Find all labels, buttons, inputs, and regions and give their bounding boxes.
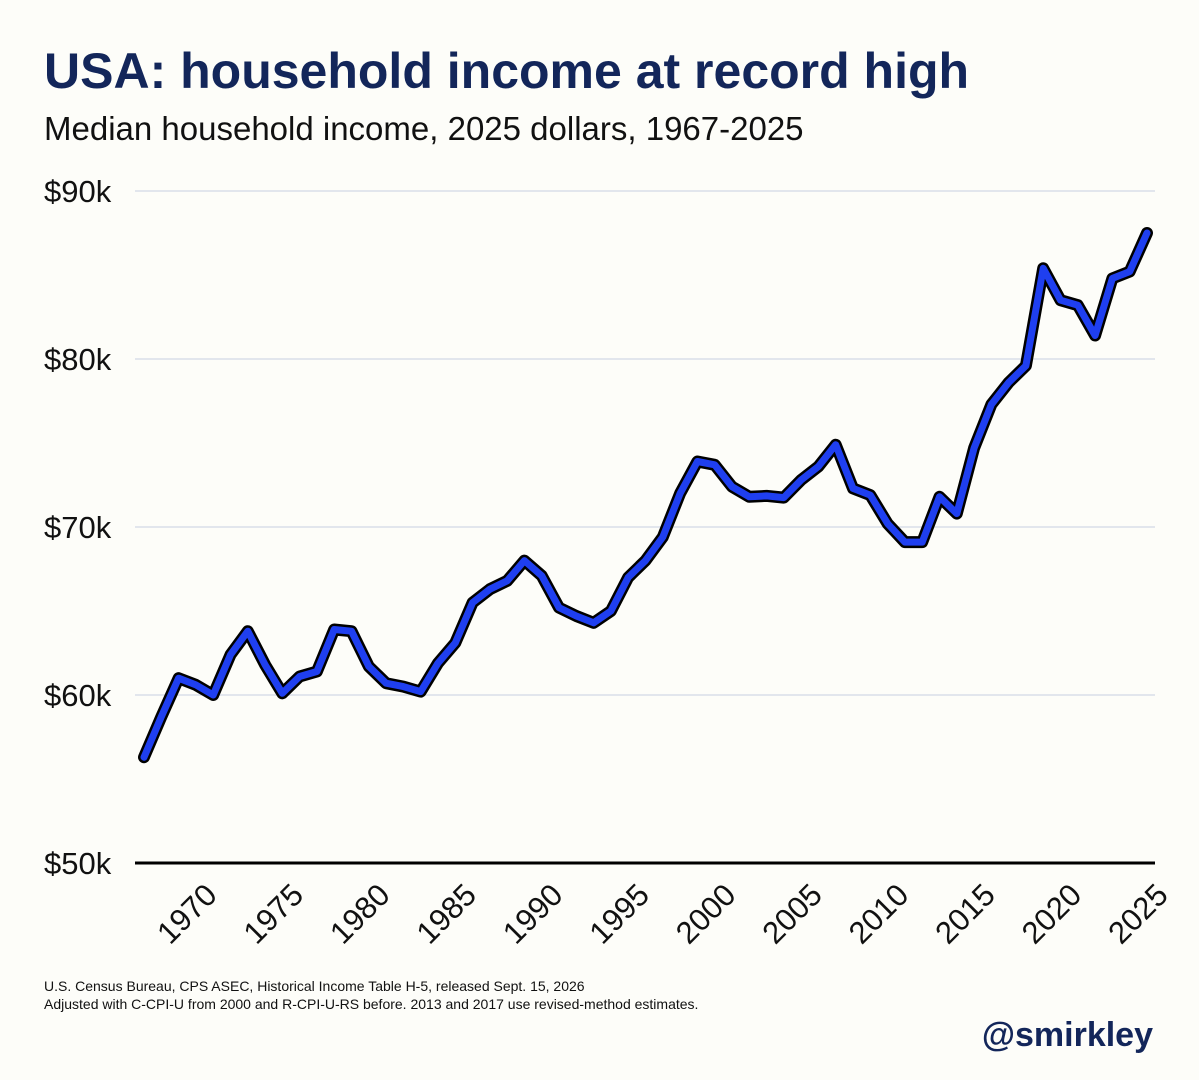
x-tick-label: 1975 [237,877,311,951]
series-layer [138,227,1153,764]
chart-subtitle: Median household income, 2025 dollars, 1… [44,110,804,147]
x-tick-label: 1980 [323,877,397,951]
y-tick-label: $80k [44,342,112,377]
y-tick-label: $50k [44,846,112,881]
author-credit: @smirkley [981,1016,1153,1054]
x-tick-label: 1970 [150,877,224,951]
footnotes: U.S. Census Bureau, CPS ASEC, Historical… [44,977,698,1013]
y-tick-label: $70k [44,510,112,545]
x-tick-label: 2025 [1101,877,1175,951]
x-axis: 1970 1975 1980 1985 1990 1995 2000 2005 2010 2015… [135,861,1175,951]
x-tick-label: 2010 [842,877,916,951]
x-tick-label: 1990 [496,877,570,951]
x-tick-label: 1995 [582,877,656,951]
x-tick-label: 1985 [410,877,484,951]
y-tick-label: $90k [44,174,112,209]
chart-title: USA: household income at record high [44,43,970,99]
x-tick-label: 2005 [755,877,829,951]
series-line [140,229,1151,761]
x-tick-label: 2000 [669,877,743,951]
x-tick-label: 2020 [1015,877,1089,951]
y-tick-label: $60k [44,678,112,713]
x-tick-label: 2015 [928,877,1002,951]
method-note: Adjusted with C-CPI-U from 2000 and R-CP… [44,996,699,1012]
source-note: U.S. Census Bureau, CPS ASEC, Historical… [44,978,585,994]
grid-lines [135,190,1155,696]
y-axis: $50k $60k $70k $80k $90k [44,174,112,881]
